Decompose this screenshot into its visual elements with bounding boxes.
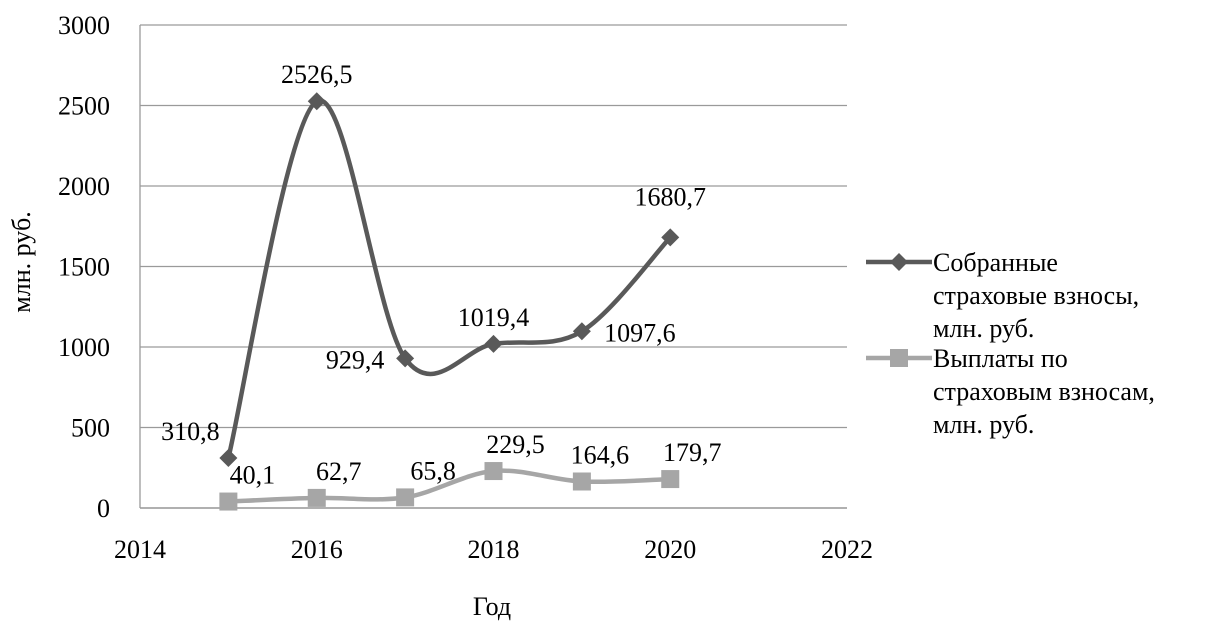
series-1-marker-square	[572, 472, 591, 491]
legend-entry-0: млн. руб.	[933, 314, 1034, 343]
data-label: 164,6	[571, 440, 630, 469]
series-0-marker-diamond	[396, 349, 415, 368]
legend-entry-1: страховым взносам,	[933, 377, 1155, 406]
x-tick-label: 2020	[644, 535, 696, 564]
x-axis-ticks: 2014 2016 2018 2020 2022	[114, 535, 873, 564]
y-axis-title: млн. руб.	[7, 211, 36, 312]
series-1-marker-square	[219, 492, 238, 511]
data-label: 2526,5	[281, 60, 353, 89]
y-tick-label: 2000	[58, 172, 110, 201]
series-0-line	[226, 98, 672, 459]
data-label: 179,7	[663, 438, 722, 467]
data-label: 40,1	[230, 461, 276, 490]
y-tick-label: 1000	[58, 333, 110, 362]
legend-entry-1: Выплаты по	[933, 344, 1068, 373]
series-0-marker-diamond	[890, 253, 908, 271]
series-1-line	[228, 468, 671, 504]
data-label: 229,5	[486, 430, 545, 459]
series-0-marker-diamond	[307, 92, 326, 111]
x-tick-label: 2014	[114, 535, 166, 564]
data-labels: 310,8 2526,5 929,4 1019,4 1097,6 1680,7 40,1 62…	[161, 60, 721, 489]
series-0-marker-diamond	[484, 334, 503, 353]
y-tick-label: 1500	[58, 253, 110, 282]
data-label: 1019,4	[458, 303, 530, 332]
data-label: 1680,7	[635, 182, 707, 211]
series-1-marker-square	[890, 349, 908, 367]
data-label: 65,8	[410, 456, 456, 485]
y-tick-label: 500	[71, 414, 110, 443]
data-label: 929,4	[326, 345, 385, 374]
y-tick-label: 3000	[58, 11, 110, 40]
series-1-marker-square	[396, 488, 415, 507]
y-axis-ticks: 0 500 1000 1500 2000 2500 3000	[58, 11, 110, 523]
x-tick-label: 2022	[821, 535, 873, 564]
series-1-marker-square	[484, 462, 503, 481]
y-tick-label: 2500	[58, 92, 110, 121]
x-axis-title: Год	[473, 592, 511, 621]
legend-entry-0: страховые взносы,	[933, 281, 1139, 310]
series-0-marker-diamond	[219, 448, 238, 467]
x-tick-label: 2016	[291, 535, 343, 564]
legend-entry-1: млн. руб.	[933, 410, 1034, 439]
series-layer	[219, 92, 680, 511]
data-label: 62,7	[316, 457, 362, 486]
y-tick-label: 0	[97, 494, 110, 523]
legend-entry-0: Собранные	[933, 248, 1058, 277]
series-0-marker-diamond	[572, 322, 591, 341]
series-0-marker-diamond	[661, 228, 680, 247]
x-tick-label: 2018	[468, 535, 520, 564]
data-label: 310,8	[161, 417, 220, 446]
series-1-marker-square	[307, 488, 326, 507]
series-1-marker-square	[661, 470, 680, 489]
data-label: 1097,6	[604, 318, 676, 347]
